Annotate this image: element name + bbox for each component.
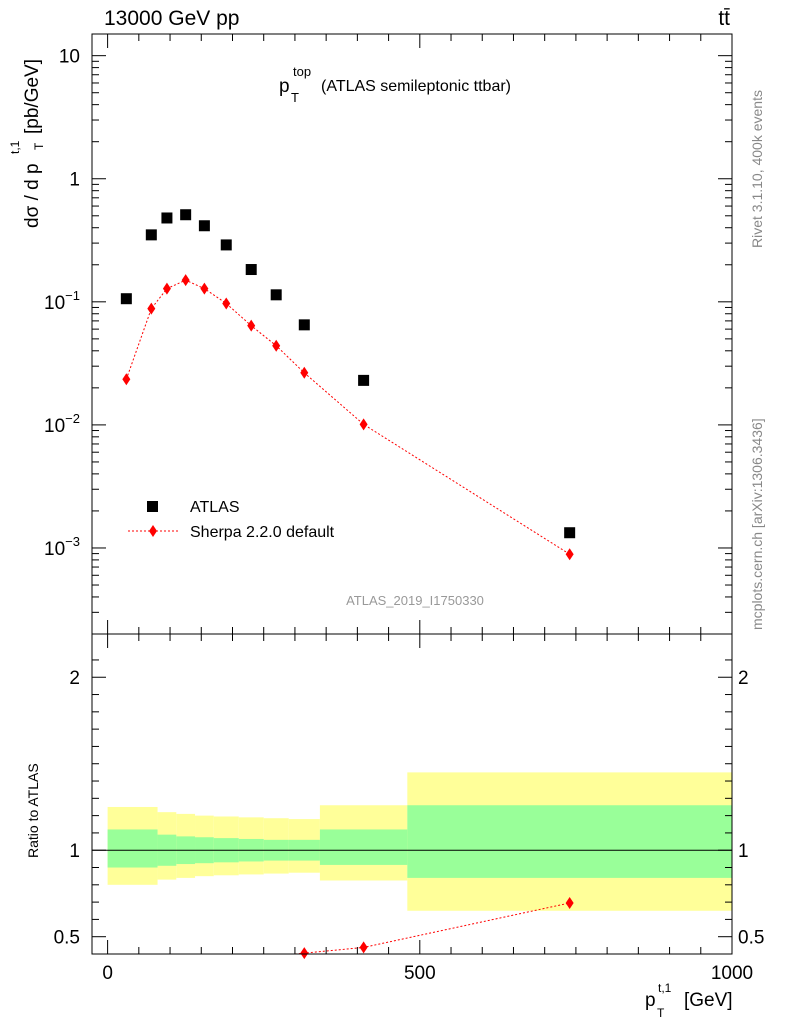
sherpa-point	[200, 282, 209, 295]
x-tick-label: 0	[102, 963, 113, 984]
ratio-y-tick-label-right: 1	[738, 841, 749, 862]
main-panel: 10 1 10−1 10−2 10−3	[44, 33, 733, 954]
plot-title-main: p	[279, 76, 290, 97]
sherpa-point	[162, 282, 171, 295]
x-tick-label: 500	[404, 963, 436, 984]
y-tick-label: 10−3	[44, 534, 80, 560]
x-axis-label: p t,1 T [GeV]	[645, 981, 733, 1020]
legend: ATLAS Sherpa 2.2.0 default	[128, 499, 335, 541]
atlas-point	[220, 239, 232, 251]
main-plot-content	[120, 209, 576, 561]
ratio-y-tick-label: 1	[69, 841, 80, 862]
ratio-axis-ticks: 0 500 1000 0.5 0.5 1 1 2 2	[54, 659, 764, 984]
x-axis-label-sup: t,1	[658, 981, 672, 995]
uncertainty-band-green	[319, 829, 408, 865]
ratio-y-tick-label-right: 0.5	[738, 928, 764, 949]
atlas-point	[180, 209, 192, 221]
x-axis-label-sub: T	[657, 1006, 665, 1020]
main-plot-frame	[91, 33, 733, 635]
y-tick-label: 10−2	[44, 411, 80, 437]
legend-atlas-marker	[147, 501, 158, 512]
y-axis-label-unit: [pb/GeV]	[22, 59, 43, 134]
atlas-point	[298, 319, 310, 331]
y-axis-label-sub: T	[32, 142, 46, 150]
ratio-plot-content	[92, 772, 732, 960]
sherpa-point	[222, 297, 231, 310]
analysis-watermark: ATLAS_2019_I1750330	[346, 593, 484, 608]
atlas-point	[358, 374, 370, 386]
uncertainty-band-green	[407, 805, 732, 878]
ratio-sherpa-point	[359, 941, 368, 954]
atlas-point	[270, 289, 282, 301]
sherpa-point	[359, 418, 368, 431]
y-axis-label-main: dσ / d p	[22, 163, 43, 228]
atlas-point	[120, 293, 132, 305]
atlas-point	[161, 212, 173, 224]
atlas-point	[145, 229, 157, 241]
y-axis-label-sup: t,1	[8, 140, 22, 154]
ratio-y-tick-label: 0.5	[54, 928, 80, 949]
main-axis-ticks: 10 1 10−1 10−2 10−3	[44, 34, 733, 954]
y-tick-label: 10−1	[44, 288, 80, 314]
legend-sherpa-label: Sherpa 2.2.0 default	[190, 524, 335, 541]
ratio-plot-frame	[91, 633, 733, 955]
rivet-version-label: Rivet 3.1.10, 400k events	[749, 90, 765, 248]
sherpa-point	[181, 274, 190, 287]
uncertainty-band-green	[107, 829, 158, 868]
sherpa-point	[300, 366, 309, 379]
atlas-point	[198, 220, 210, 232]
ratio-sherpa-point	[300, 947, 309, 960]
plot-title-sub: T	[291, 90, 299, 105]
plot-title-rest: (ATLAS semileptonic ttbar)	[321, 78, 511, 95]
y-tick-label: 10	[59, 47, 80, 68]
legend-sherpa-marker	[149, 525, 157, 537]
process-label: tt̄	[718, 7, 730, 30]
y-axis-label: dσ / d p t,1 T [pb/GeV]	[8, 59, 46, 228]
y-tick-label: 1	[69, 170, 80, 191]
plot-title: p top T (ATLAS semileptonic ttbar)	[279, 64, 511, 105]
plot-title-sup: top	[293, 64, 311, 79]
sherpa-point	[122, 373, 131, 386]
atlas-point	[564, 527, 576, 539]
ratio-y-axis-label: Ratio to ATLAS	[25, 763, 41, 858]
mcplots-label: mcplots.cern.ch [arXiv:1306.3436]	[749, 418, 765, 630]
x-tick-label: 1000	[711, 963, 753, 984]
x-axis-label-unit: [GeV]	[684, 990, 733, 1011]
ratio-y-tick-label-right: 2	[738, 668, 749, 689]
sherpa-point	[247, 319, 256, 332]
ratio-y-tick-label: 2	[69, 668, 80, 689]
energy-label: 13000 GeV pp	[104, 7, 239, 30]
legend-atlas-label: ATLAS	[190, 499, 240, 516]
ratio-panel: 0 500 1000 0.5 0.5 1 1 2 2	[54, 633, 764, 984]
sherpa-point	[147, 302, 156, 315]
ratio-sherpa-point	[565, 896, 574, 909]
x-axis-label-main: p	[645, 990, 656, 1011]
atlas-point	[245, 264, 257, 276]
sherpa-point	[565, 548, 574, 561]
sherpa-point	[272, 339, 281, 352]
